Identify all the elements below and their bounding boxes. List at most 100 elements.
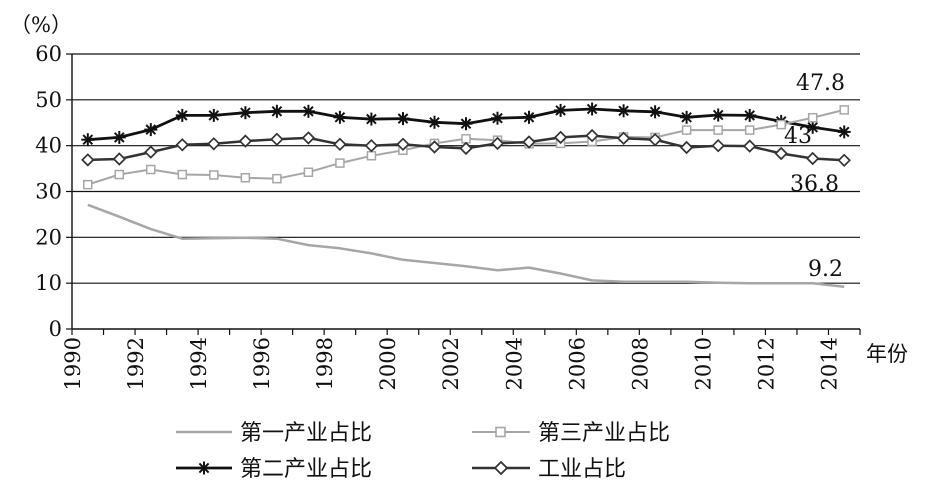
y-tick-label-60: 60 bbox=[35, 42, 62, 66]
x-tick-label-1996: 1996 bbox=[250, 337, 274, 390]
y-tick-labels: 0 10 20 30 40 50 60 bbox=[35, 42, 62, 341]
point-s3-1995 bbox=[238, 134, 253, 148]
point-s2-1996 bbox=[272, 173, 282, 184]
point-s1-1998 bbox=[333, 110, 347, 124]
point-s3-2013 bbox=[805, 151, 820, 166]
point-s3-2010 bbox=[711, 138, 725, 153]
legend-label-secondary: 第二产业占比 bbox=[240, 457, 372, 482]
point-s1-2013 bbox=[806, 120, 820, 134]
point-s3-1998 bbox=[333, 137, 347, 152]
point-s2-1998 bbox=[335, 158, 345, 168]
x-tick-label-2014: 2014 bbox=[817, 337, 841, 390]
point-s1-1996 bbox=[270, 104, 284, 118]
point-s2-2014 bbox=[839, 105, 849, 115]
point-s1-2010 bbox=[711, 108, 725, 122]
point-s1-2004 bbox=[522, 110, 536, 124]
point-s3-1991 bbox=[112, 152, 127, 166]
point-s2-1992 bbox=[146, 164, 156, 175]
point-s2-1997 bbox=[303, 167, 314, 177]
point-s2-1995 bbox=[240, 173, 251, 183]
axes bbox=[66, 53, 861, 335]
x-tick-label-1998: 1998 bbox=[313, 337, 337, 390]
x-tick-label-2000: 2000 bbox=[376, 337, 400, 390]
point-s1-1991 bbox=[112, 130, 126, 144]
point-s1-1994 bbox=[207, 108, 221, 122]
point-s3-1992 bbox=[144, 145, 158, 159]
point-s1-1993 bbox=[175, 108, 189, 122]
point-s3-1993 bbox=[175, 138, 190, 152]
point-s3-2004 bbox=[522, 135, 536, 149]
point-s2-1993 bbox=[177, 169, 188, 180]
point-s1-2011 bbox=[743, 108, 757, 122]
point-s3-2014 bbox=[837, 153, 851, 168]
point-s1-2008 bbox=[648, 105, 662, 119]
point-s3-2000 bbox=[396, 137, 410, 152]
point-s3-2001 bbox=[427, 140, 442, 154]
legend-item-tertiary: 第三产业占比 bbox=[472, 421, 670, 446]
legend-item-primary: 第一产业占比 bbox=[176, 421, 372, 446]
y-tick-label-30: 30 bbox=[35, 180, 62, 204]
point-s2-2010 bbox=[713, 125, 723, 135]
point-s1-2007 bbox=[617, 104, 631, 118]
series-markers bbox=[81, 102, 851, 190]
point-s1-2000 bbox=[396, 112, 410, 126]
point-s1-2001 bbox=[428, 115, 441, 129]
x-tick-labels: 1990 1992 1994 1996 1998 2000 2002 2004 2006 2008… bbox=[61, 337, 841, 390]
point-s2-2009 bbox=[681, 125, 692, 135]
point-s2-1990 bbox=[83, 179, 93, 190]
point-s1-2002 bbox=[459, 117, 473, 131]
x-tick-label-2012: 2012 bbox=[754, 337, 778, 390]
point-s1-2006 bbox=[585, 102, 599, 116]
point-s1-1995 bbox=[238, 106, 252, 120]
x-tick-label-2006: 2006 bbox=[565, 337, 589, 390]
point-s3-2006 bbox=[585, 128, 599, 143]
annotation-industry-end: 36.8 bbox=[790, 172, 839, 197]
legend-marker-asterisk bbox=[197, 461, 211, 475]
point-s3-2009 bbox=[679, 140, 694, 155]
point-s1-2014 bbox=[837, 125, 851, 139]
series-line-0 bbox=[87, 203, 845, 289]
point-s1-2009 bbox=[680, 110, 694, 124]
point-s3-2007 bbox=[616, 131, 631, 146]
legend-label-industry: 工业占比 bbox=[538, 457, 626, 482]
x-tick-label-2002: 2002 bbox=[439, 337, 463, 390]
y-tick-label-40: 40 bbox=[35, 134, 62, 158]
y-axis-label: （%） bbox=[10, 13, 72, 37]
x-tick-label-2010: 2010 bbox=[691, 337, 715, 390]
point-s3-1997 bbox=[301, 131, 316, 145]
point-s3-1994 bbox=[207, 137, 221, 151]
point-s2-2011 bbox=[744, 125, 755, 135]
point-s3-2008 bbox=[648, 132, 662, 147]
annotation-secondary-end: 43 bbox=[784, 124, 812, 149]
point-s3-1999 bbox=[364, 138, 379, 153]
x-tick-label-1992: 1992 bbox=[124, 337, 148, 390]
legend-marker-diamond bbox=[493, 460, 509, 476]
point-s3-1990 bbox=[81, 153, 95, 167]
point-s2-1994 bbox=[209, 170, 219, 180]
x-tick-label-1990: 1990 bbox=[61, 337, 85, 390]
point-s3-2002 bbox=[459, 141, 473, 156]
legend: 第一产业占比 第三产业占比 第二产业占比 工业占比 bbox=[176, 421, 670, 482]
point-s1-2005 bbox=[554, 103, 568, 117]
annotation-tertiary-end: 47.8 bbox=[796, 71, 845, 96]
y-tick-label-10: 10 bbox=[35, 271, 62, 295]
point-s3-2003 bbox=[490, 136, 505, 151]
x-tick-label-1994: 1994 bbox=[187, 337, 211, 390]
point-s1-1999 bbox=[364, 112, 378, 126]
point-s2-2002 bbox=[461, 134, 471, 144]
legend-item-secondary: 第二产业占比 bbox=[176, 457, 372, 482]
legend-label-primary: 第一产业占比 bbox=[240, 421, 372, 446]
legend-marker-square bbox=[495, 426, 506, 438]
point-s2-1991 bbox=[114, 169, 125, 180]
x-axis-label: 年份 bbox=[866, 342, 908, 366]
x-tick-label-2004: 2004 bbox=[502, 337, 526, 390]
point-s3-2011 bbox=[742, 139, 757, 153]
point-s1-1990 bbox=[81, 133, 95, 147]
legend-item-industry: 工业占比 bbox=[472, 457, 626, 482]
point-s1-1992 bbox=[144, 123, 158, 137]
legend-label-tertiary: 第三产业占比 bbox=[538, 421, 670, 446]
point-s1-2003 bbox=[491, 111, 504, 125]
point-s2-2013 bbox=[807, 112, 818, 123]
point-s2-2012 bbox=[776, 119, 786, 130]
